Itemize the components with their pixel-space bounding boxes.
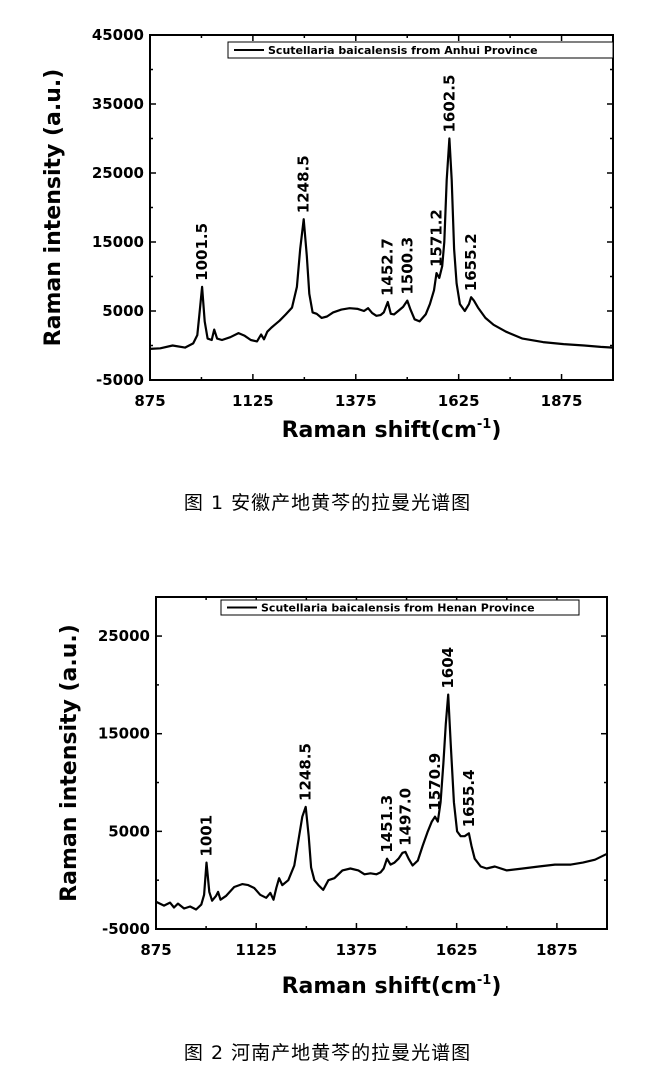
x-tick-label: 875 — [140, 941, 171, 959]
peak-label: 1602.5 — [440, 75, 458, 133]
y-tick-label: 5000 — [108, 822, 150, 840]
peak-label: 1655.4 — [460, 769, 478, 827]
peak-label: 1655.2 — [462, 233, 480, 291]
spectrum-line — [155, 693, 608, 911]
figure-2-henan: 875 1125 1375 1625 1875 -5000 5000 15000 25000 Ra… — [0, 565, 655, 1078]
chart-1-svg: 875 1125 1375 1625 1875 -5000 5000 15000 25000 35… — [41, 26, 614, 443]
x-tick-label: 875 — [134, 392, 165, 410]
x-tick-label: 1125 — [235, 941, 277, 959]
chart-2-svg: 875 1125 1375 1625 1875 -5000 5000 15000 25000 Ra… — [57, 596, 608, 999]
plot-frame — [155, 596, 608, 930]
x-tick-label: 1375 — [336, 941, 378, 959]
peak-label: 1500.3 — [398, 237, 416, 295]
x-tick-label: 1625 — [438, 392, 480, 410]
x-tick-label: 1875 — [541, 392, 583, 410]
x-tick-label: 1625 — [436, 941, 478, 959]
peak-label: 1497.0 — [396, 788, 414, 846]
figure-2-caption: 图 2 河南产地黄芩的拉曼光谱图 — [183, 1042, 472, 1064]
x-axis-title: Raman shift(cm-1) — [282, 973, 502, 999]
x-tick-label: 1375 — [335, 392, 377, 410]
peak-label: 1451.3 — [378, 795, 396, 853]
peak-label: 1571.2 — [428, 209, 446, 267]
y-tick-label: 15000 — [98, 725, 150, 743]
peak-label: 1001 — [198, 815, 216, 857]
plot-frame — [149, 34, 614, 381]
figure-1-anhui: 875 1125 1375 1625 1875 -5000 5000 15000 25000 35… — [0, 0, 655, 530]
y-tick-label: -5000 — [96, 371, 144, 389]
peak-label: 1001.5 — [193, 223, 211, 281]
figure-1-caption: 图 1 安徽产地黄芩的拉曼光谱图 — [183, 492, 472, 514]
x-axis-title: Raman shift(cm-1) — [282, 417, 502, 443]
y-tick-label: 25000 — [98, 627, 150, 645]
y-axis-title: Raman intensity (a.u.) — [41, 69, 66, 347]
legend-box — [227, 41, 614, 59]
peak-label: 1248.5 — [295, 155, 313, 213]
y-tick-label: 45000 — [92, 26, 144, 44]
legend-label: Scutellaria baicalensis from Henan Provi… — [261, 602, 535, 615]
peak-label: 1570.9 — [426, 753, 444, 811]
peak-label: 1604 — [439, 647, 457, 689]
x-tick-label: 1125 — [232, 392, 274, 410]
y-tick-label: 25000 — [92, 164, 144, 182]
y-axis-title: Raman intensity (a.u.) — [57, 624, 82, 902]
y-tick-label: -5000 — [102, 920, 150, 938]
peak-label: 1248.5 — [297, 743, 315, 801]
x-tick-label: 1875 — [536, 941, 578, 959]
y-tick-label: 15000 — [92, 233, 144, 251]
y-tick-label: 35000 — [92, 95, 144, 113]
spectrum-line — [149, 137, 614, 350]
y-tick-label: 5000 — [102, 302, 144, 320]
legend-label: Scutellaria baicalensis from Anhui Provi… — [268, 44, 538, 57]
peak-label: 1452.7 — [379, 238, 397, 296]
legend-box — [220, 599, 580, 616]
